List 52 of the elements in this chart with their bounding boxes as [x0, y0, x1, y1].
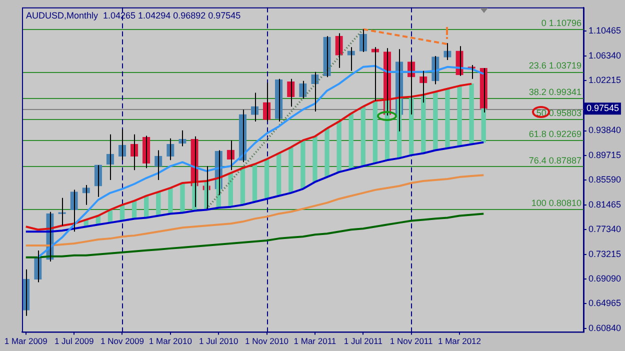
candlestick — [58, 197, 66, 226]
bar — [372, 100, 378, 164]
y-tick-label: 0.77340 — [588, 224, 622, 234]
x-tick-label: 1 Nov 2009 — [100, 336, 144, 346]
y-tick-label: 0.64965 — [588, 298, 622, 308]
candlestick — [347, 46, 355, 72]
y-tick-label: 1.10465 — [588, 26, 622, 36]
bar — [288, 146, 294, 194]
bar — [180, 182, 185, 214]
ref-line-label: 100 0.80810 — [531, 198, 582, 208]
y-tick-label: 1.06340 — [588, 50, 622, 60]
chart-title: AUDUSD,Monthly 1.04265 1.04294 0.96892 0.97545 — [26, 10, 241, 20]
bar — [469, 83, 474, 145]
y-tick-label: 0.60840 — [588, 322, 622, 333]
bar — [324, 128, 330, 178]
ref-line-label: 23.6 1.03719 — [528, 60, 582, 71]
bar — [336, 121, 342, 172]
x-tick-label: 1 Jul 2009 — [54, 336, 94, 346]
bar — [457, 85, 462, 147]
bar — [300, 140, 306, 190]
x-tick-label: 1 Nov 2011 — [390, 336, 434, 346]
y-tick-label: 0.85590 — [588, 174, 622, 185]
ref-line-label: 38.2 0.99341 — [528, 86, 582, 97]
bar — [348, 113, 354, 170]
bar — [252, 164, 258, 202]
ref-line-label: 76.4 0.87887 — [528, 155, 582, 166]
bar — [312, 136, 318, 182]
x-tick-label: 1 Mar 2010 — [148, 336, 192, 346]
ref-line-label: 50 0.95803 — [536, 108, 582, 118]
bar — [168, 188, 173, 214]
text: 0.97545 — [586, 103, 620, 114]
bar — [433, 91, 438, 151]
bar — [445, 88, 450, 149]
bar — [264, 158, 270, 200]
x-tick-label: 1 Jul 2011 — [344, 336, 383, 346]
y-tick-label: 0.93840 — [588, 125, 622, 136]
y-tick-label: 0.73215 — [588, 248, 622, 259]
ref-line-label: 0 1.10796 — [541, 18, 582, 28]
candlestick — [444, 42, 452, 60]
x-tick-label: 1 Mar 2012 — [438, 336, 482, 346]
y-tick-label: 0.89715 — [588, 150, 622, 160]
bar — [421, 94, 426, 154]
x-tick-label: 1 Nov 2010 — [245, 336, 289, 346]
y-tick-label: 0.69090 — [588, 273, 622, 284]
x-tick-label: 1 Mar 2011 — [294, 336, 336, 346]
ref-line-label: 61.8 0.92269 — [528, 129, 582, 140]
y-tick-label: 0.81465 — [588, 199, 622, 210]
x-tick-label: 1 Jul 2010 — [198, 336, 238, 346]
y-tick-label: 1.02215 — [588, 75, 622, 86]
x-tick-label: 1 Mar 2009 — [4, 336, 48, 346]
bar — [276, 152, 282, 196]
bar — [360, 106, 366, 166]
